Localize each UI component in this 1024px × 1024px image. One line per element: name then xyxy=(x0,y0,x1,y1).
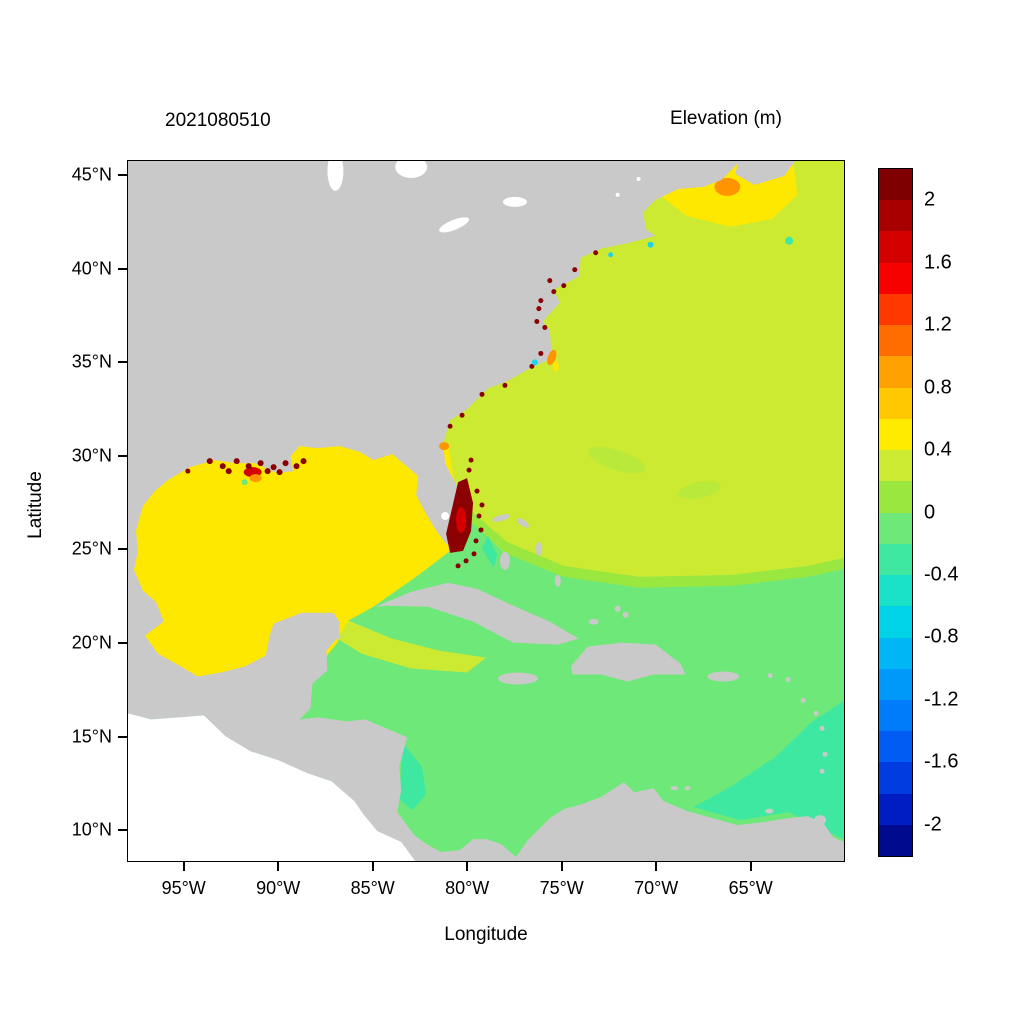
atlantic-swirl xyxy=(677,481,721,500)
colorbar-segment xyxy=(879,262,912,294)
x-tick-label: 70°W xyxy=(634,878,679,898)
yucatan-channel-tongue xyxy=(337,620,486,673)
colorbar-segment xyxy=(879,668,912,700)
colorbar-segment xyxy=(879,200,912,232)
colorbar-tick-label: 1.6 xyxy=(924,251,952,274)
y-tick-mark xyxy=(118,267,127,270)
pacific-no-data-region xyxy=(128,713,416,861)
colorbar-segment xyxy=(879,824,912,857)
colorbar-tick-label: 0.8 xyxy=(924,376,952,399)
x-tick-mark xyxy=(749,862,752,871)
x-tick-label: 90°W xyxy=(256,878,301,898)
great-lakes xyxy=(327,161,641,233)
colorbar-segment xyxy=(879,418,912,451)
y-tick-label: 40°N xyxy=(71,258,112,279)
hispaniola-island xyxy=(570,642,686,682)
x-axis-label: Longitude xyxy=(444,924,528,945)
gulf-of-mexico-region xyxy=(128,444,457,680)
y-tick-mark xyxy=(118,641,127,644)
colorbar-segment xyxy=(879,731,912,763)
colorbar-segment xyxy=(879,793,912,825)
transition-band xyxy=(463,504,844,588)
elevation-map xyxy=(128,161,844,861)
colorbar-segment xyxy=(879,637,912,669)
colorbar-segment xyxy=(879,606,912,638)
colorbar-segment xyxy=(879,450,912,482)
y-tick-label: 15°N xyxy=(71,726,112,747)
colorbar-title: Elevation (m) xyxy=(670,108,782,129)
x-tick-mark xyxy=(560,862,563,871)
colorbar xyxy=(878,168,913,857)
nicaragua-shelf-teal xyxy=(399,743,427,811)
colorbar-tick-label: 2 xyxy=(924,188,936,211)
puerto-rico-island xyxy=(707,671,740,682)
colorbar-tick-label: -0.8 xyxy=(924,625,959,648)
fundy-orange-blob xyxy=(714,177,741,196)
colorbar-segment xyxy=(879,293,912,326)
lesser-antilles-islands xyxy=(334,631,828,826)
jamaica-island xyxy=(497,672,538,685)
y-tick-label: 20°N xyxy=(71,632,112,653)
y-tick-mark xyxy=(118,173,127,176)
lake-okeechobee xyxy=(441,511,450,520)
colorbar-segment xyxy=(879,699,912,732)
x-tick-label: 95°W xyxy=(161,878,206,898)
y-tick-label: 25°N xyxy=(71,538,112,559)
y-tick-mark xyxy=(118,735,127,738)
colorbar-segment xyxy=(879,387,912,419)
colorbar-tick-label: -1.2 xyxy=(924,688,959,711)
florida-coast-maximum xyxy=(446,457,485,569)
colorbar-tick-label: 0 xyxy=(924,501,936,523)
colorbar-segment xyxy=(879,481,912,513)
colorbar-tick-label: 1.2 xyxy=(924,313,952,336)
colorbar-segment xyxy=(879,231,912,263)
y-axis-label: Latitude xyxy=(25,471,46,539)
y-tick-label: 35°N xyxy=(71,351,112,372)
cuba-island xyxy=(375,582,579,645)
x-tick-mark xyxy=(655,862,658,871)
x-tick-mark xyxy=(182,862,185,871)
y-tick-label: 30°N xyxy=(71,445,112,466)
bahamas-teal-sliver xyxy=(482,535,497,568)
offshore-teal-dot xyxy=(785,236,794,245)
y-tick-mark xyxy=(118,548,127,551)
atlantic-swirl xyxy=(588,446,646,474)
x-tick-label: 85°W xyxy=(350,878,395,898)
y-tick-label: 45°N xyxy=(71,164,112,185)
east-coast-speckles xyxy=(439,250,599,451)
colorbar-segment xyxy=(879,575,912,607)
land-mass-north-central-south-america xyxy=(128,161,844,861)
colorbar-tick-label: -0.4 xyxy=(924,563,959,586)
colorbar-segment xyxy=(879,762,912,794)
y-tick-label: 10°N xyxy=(71,819,112,840)
colorbar-segment xyxy=(879,512,912,544)
colorbar-segment xyxy=(879,543,912,576)
colorbar-tick-label: -1.6 xyxy=(924,750,959,773)
x-tick-label: 75°W xyxy=(539,878,584,898)
colorbar-segment xyxy=(879,325,912,357)
y-tick-mark xyxy=(118,361,127,364)
northeast-cool-pockets xyxy=(531,241,654,366)
map-plot xyxy=(127,160,845,862)
colorbar-segment xyxy=(879,169,912,201)
y-tick-mark xyxy=(118,454,127,457)
x-tick-label: 65°W xyxy=(728,878,773,898)
colorbar-segment xyxy=(879,356,912,388)
x-tick-mark xyxy=(371,862,374,871)
louisiana-coast-maximum xyxy=(185,458,307,486)
se-caribbean-teal-region xyxy=(693,700,844,840)
y-tick-mark xyxy=(118,829,127,832)
x-tick-mark xyxy=(277,862,280,871)
x-tick-label: 80°W xyxy=(445,878,490,898)
timestamp-title: 2021080510 xyxy=(165,110,271,131)
colorbar-tick-label: -2 xyxy=(924,813,942,836)
bahamas-islands xyxy=(492,514,629,625)
colorbar-tick-label: 0.4 xyxy=(924,438,952,461)
x-tick-mark xyxy=(466,862,469,871)
nova-scotia xyxy=(735,161,796,185)
